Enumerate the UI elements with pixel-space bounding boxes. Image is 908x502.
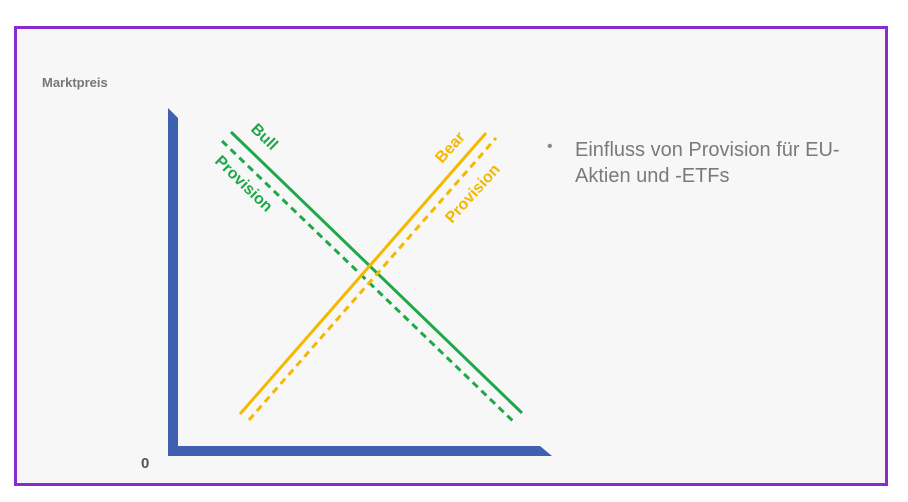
bull-label: Bull: [247, 121, 281, 154]
y-axis-label: Marktpreis: [42, 75, 108, 90]
axes: [168, 108, 552, 456]
diagram-frame: Marktpreis 0 • Einfluss von Provision fü…: [14, 26, 888, 486]
y-axis: [168, 108, 178, 452]
bear-provision-line: [247, 137, 498, 421]
bullet-dot-icon: •: [547, 138, 553, 155]
origin-label: 0: [141, 455, 150, 472]
x-axis: [168, 446, 552, 456]
bear-line: [238, 132, 488, 415]
bullet-text: Einfluss von Provision für EU-Aktien und…: [575, 139, 840, 187]
